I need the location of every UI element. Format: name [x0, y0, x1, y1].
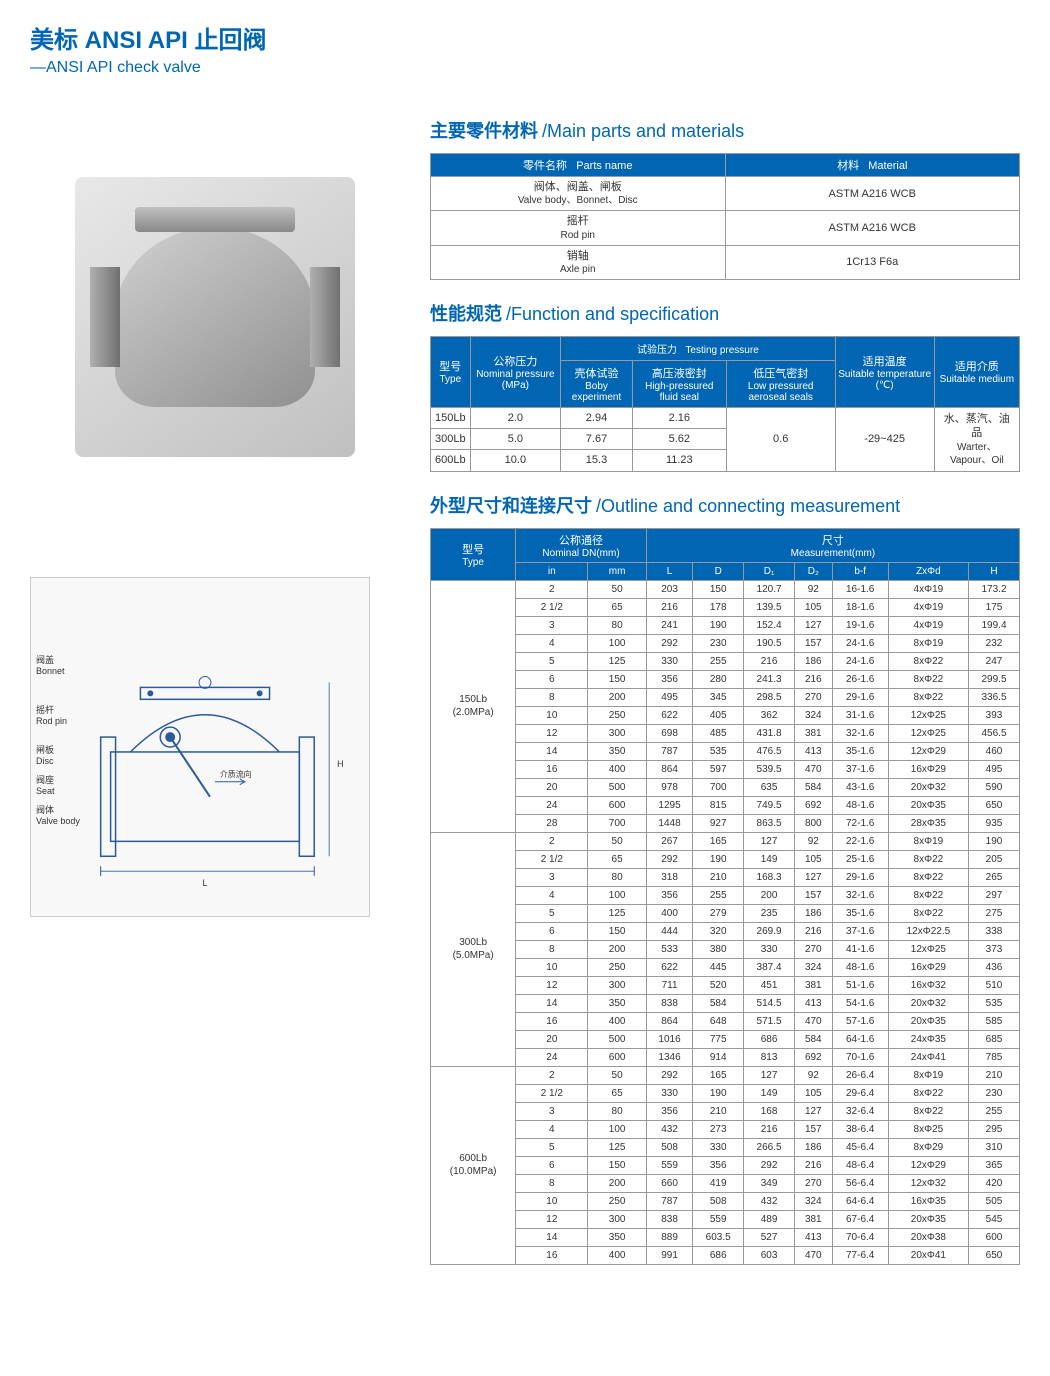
section-materials-title: 主要零件材料/Main parts and materials — [430, 117, 1020, 143]
table-row: 8200495345298.527029-1.68xΦ22336.5 — [431, 688, 1020, 706]
table-row: 14350787535476.541335-1.612xΦ29460 — [431, 742, 1020, 760]
table-row: 512540027923518635-1.68xΦ22275 — [431, 904, 1020, 922]
table-row: 阀体、阀盖、闸板Valve body、Bonnet、DiscASTM A216 … — [431, 177, 1020, 211]
table-row: 1230071152045138151-1.616xΦ32510 — [431, 976, 1020, 994]
left-column: L H 介质流向 阀盖Bonnet 摇杆Rod pin 闸板Disc 阀座Sea… — [30, 97, 400, 1265]
table-row: 512533025521618624-1.68xΦ22247 — [431, 652, 1020, 670]
table-row: 20500101677568658464-1.624xΦ35685 — [431, 1030, 1020, 1048]
table-row: 10250622445387.432448-1.616xΦ29436 — [431, 958, 1020, 976]
table-row: 1025062240536232431-1.612xΦ25393 — [431, 706, 1020, 724]
table-row: 287001448927863.580072-1.628xΦ35935 — [431, 814, 1020, 832]
dims-table: 型号Type 公称通径Nominal DN(mm) 尺寸Measurement(… — [430, 528, 1020, 1265]
label-rodpin: 摇杆Rod pin — [36, 703, 67, 726]
table-row: 摇杆Rod pinASTM A216 WCB — [431, 211, 1020, 245]
table-row: 2 1/26533019014910529-6.48xΦ22230 — [431, 1084, 1020, 1102]
table-row: 6150444320269.921637-1.612xΦ22.5338 — [431, 922, 1020, 940]
table-row: 150Lb2.02.942.160.6-29~425水、蒸汽、油品Warter、… — [431, 407, 1020, 428]
table-row: 14350838584514.541354-1.620xΦ32535 — [431, 994, 1020, 1012]
table-row: 615055935629221648-6.412xΦ29365 — [431, 1156, 1020, 1174]
table-row: 1025078750843232464-6.416xΦ35505 — [431, 1192, 1020, 1210]
valve-photo — [75, 177, 355, 457]
table-row: 4100292230190.515724-1.68xΦ19232 — [431, 634, 1020, 652]
table-row: 410043227321615738-6.48xΦ25295 — [431, 1120, 1020, 1138]
table-row: 6150356280241.321626-1.68xΦ22299.5 — [431, 670, 1020, 688]
table-row: 300Lb(5.0MPa)2502671651279222-1.68xΦ1919… — [431, 832, 1020, 850]
table-row: 820066041934927056-6.412xΦ32420 — [431, 1174, 1020, 1192]
label-seat: 阀座Seat — [36, 773, 55, 796]
section-specs-title: 性能规范/Function and specification — [430, 300, 1020, 326]
table-row: 410035625520015732-1.68xΦ22297 — [431, 886, 1020, 904]
label-bonnet: 阀盖Bonnet — [36, 653, 65, 676]
svg-text:L: L — [202, 878, 207, 888]
table-row: 14350889603.552741370-6.420xΦ38600 — [431, 1228, 1020, 1246]
table-row: 380241190152.412719-1.64xΦ19199.4 — [431, 616, 1020, 634]
table-row: 150Lb(2.0MPa)250203150120.79216-1.64xΦ19… — [431, 580, 1020, 598]
table-row: 1230083855948938167-6.420xΦ35545 — [431, 1210, 1020, 1228]
table-row: 38035621016812732-6.48xΦ22255 — [431, 1102, 1020, 1120]
table-row: 16400864648571.547057-1.620xΦ35585 — [431, 1012, 1020, 1030]
table-row: 2 1/26529219014910525-1.68xΦ22205 — [431, 850, 1020, 868]
title-cn: 美标 ANSI API 止回阀 — [30, 20, 1020, 55]
svg-text:H: H — [337, 759, 343, 769]
table-row: 380318210168.312729-1.68xΦ22265 — [431, 868, 1020, 886]
svg-text:介质流向: 介质流向 — [220, 769, 252, 779]
table-row: 12300698485431.838132-1.612xΦ25456.5 — [431, 724, 1020, 742]
label-body: 阀体Valve body — [36, 803, 80, 826]
right-column: 主要零件材料/Main parts and materials 零件名称 Par… — [430, 97, 1020, 1265]
table-row: 820053338033027041-1.612xΦ25373 — [431, 940, 1020, 958]
table-row: 24600134691481369270-1.624xΦ41785 — [431, 1048, 1020, 1066]
table-row: 246001295815749.569248-1.620xΦ35650 — [431, 796, 1020, 814]
specs-table: 型号Type 公称压力Nominal pressure (MPa) 试验压力 T… — [430, 336, 1020, 472]
section-dims-title: 外型尺寸和连接尺寸/Outline and connecting measure… — [430, 492, 1020, 518]
materials-table: 零件名称 Parts name 材料 Material 阀体、阀盖、闸板Valv… — [430, 153, 1020, 280]
table-row: 2050097870063558443-1.620xΦ32590 — [431, 778, 1020, 796]
table-row: 16400864597539.547037-1.616xΦ29495 — [431, 760, 1020, 778]
technical-diagram: L H 介质流向 阀盖Bonnet 摇杆Rod pin 闸板Disc 阀座Sea… — [30, 577, 370, 917]
table-row: 销轴Axle pin1Cr13 F6a — [431, 245, 1020, 279]
table-row: 5125508330266.518645-6.48xΦ29310 — [431, 1138, 1020, 1156]
table-row: 600Lb(10.0MPa)2502921651279226-6.48xΦ192… — [431, 1066, 1020, 1084]
label-disc: 闸板Disc — [36, 743, 54, 766]
table-row: 1640099168660347077-6.420xΦ41650 — [431, 1246, 1020, 1264]
table-row: 2 1/265216178139.510518-1.64xΦ19175 — [431, 598, 1020, 616]
title-en: —ANSI API check valve — [30, 59, 1020, 77]
page-title: 美标 ANSI API 止回阀 —ANSI API check valve — [30, 20, 1020, 77]
